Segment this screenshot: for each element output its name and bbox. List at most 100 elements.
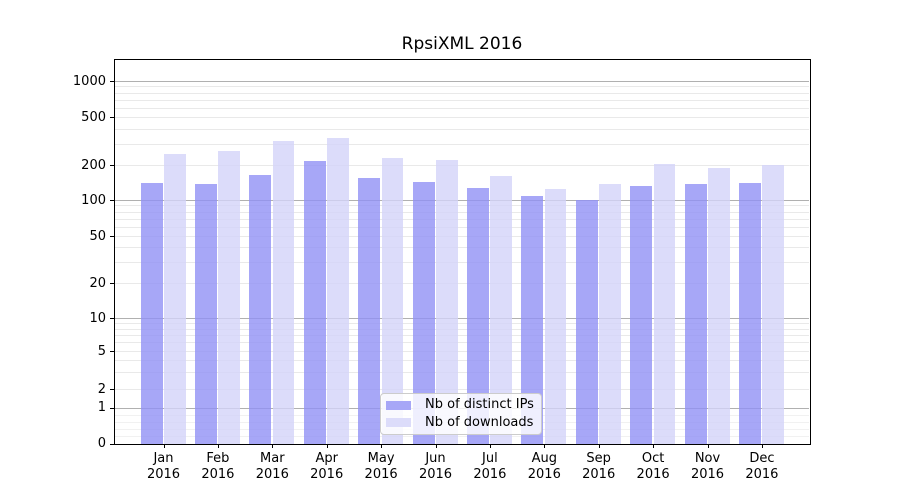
bar-distinct-ips-aug: [521, 196, 544, 444]
minor-gridline-90: [115, 205, 809, 207]
bar-downloads-aug: [544, 189, 567, 444]
y-tick-mark-200: [110, 165, 114, 166]
legend: Nb of distinct IPs Nb of downloads: [380, 393, 542, 435]
bar-downloads-feb: [218, 151, 240, 444]
x-tick-label-dec: Dec 2016: [745, 451, 779, 482]
x-tick-mark-dec: [761, 444, 763, 448]
y-tick-label-100: 100: [81, 192, 106, 208]
minor-gridline-2: [115, 389, 809, 390]
x-tick-mark-jun: [435, 444, 437, 448]
x-tick-label-jan: Jan 2016: [146, 451, 181, 482]
x-tick-label-may: May 2016: [364, 451, 398, 482]
x-tick-mark-mar: [272, 444, 274, 448]
y-tick-mark-50: [110, 236, 114, 237]
y-tick-label-50: 50: [89, 228, 106, 244]
x-tick-mark-oct: [653, 444, 655, 448]
y-tick-label-200: 200: [81, 157, 106, 173]
minor-gridline-70: [115, 218, 809, 220]
bar-distinct-ips-dec: [738, 182, 761, 444]
x-tick-mark-apr: [326, 444, 328, 448]
bar-downloads-jan: [164, 154, 186, 444]
bar-downloads-oct: [653, 164, 676, 444]
y-tick-label-1000: 1000: [72, 73, 106, 89]
minor-gridline-8: [115, 328, 809, 330]
minor-gridline-300: [115, 143, 809, 145]
minor-gridline-80: [115, 211, 809, 213]
bar-downloads-may: [381, 158, 404, 444]
y-tick-label-2: 2: [97, 381, 106, 397]
x-tick-label-aug: Aug 2016: [527, 451, 561, 482]
x-tick-label-mar: Mar 2016: [255, 451, 289, 482]
minor-gridline-30: [115, 262, 809, 264]
y-tick-mark-10: [110, 318, 114, 319]
y-tick-mark-1000: [110, 81, 114, 82]
x-tick-mark-aug: [544, 444, 546, 448]
major-gridline-100: [115, 200, 809, 201]
legend-item-downloads: Nb of downloads: [386, 415, 535, 431]
chart-title: RpsiXML 2016: [401, 34, 523, 54]
minor-gridline-50: [115, 236, 809, 237]
bar-downloads-mar: [272, 141, 295, 444]
minor-gridline-500: [115, 117, 809, 118]
legend-label-downloads: Nb of downloads: [425, 414, 534, 430]
legend-item-distinct-ips: Nb of distinct IPs: [386, 397, 535, 413]
x-tick-mark-sep: [598, 444, 600, 448]
bar-distinct-ips-jul: [466, 188, 489, 444]
bar-distinct-ips-jan: [140, 183, 163, 444]
minor-gridline-3: [115, 372, 809, 374]
y-tick-mark-5: [110, 351, 114, 352]
x-tick-mark-jan: [163, 444, 165, 448]
major-gridline-10: [115, 318, 809, 319]
bar-downloads-apr: [327, 137, 349, 444]
y-tick-mark-500: [110, 117, 114, 118]
minor-gridline-5: [115, 351, 809, 352]
minor-gridline-400: [115, 128, 809, 130]
bar-downloads-jul: [490, 175, 512, 444]
x-tick-label-jul: Jul 2016: [473, 451, 507, 482]
x-tick-label-feb: Feb 2016: [201, 451, 235, 482]
legend-label-distinct-ips: Nb of distinct IPs: [425, 397, 534, 413]
y-tick-label-0: 0: [97, 436, 106, 451]
x-tick-mark-feb: [217, 444, 219, 448]
minor-gridline-200: [115, 165, 809, 166]
x-tick-label-oct: Oct 2016: [636, 451, 670, 482]
y-tick-mark-2: [110, 389, 114, 390]
bar-downloads-dec: [762, 164, 784, 444]
x-tick-mark-nov: [707, 444, 709, 448]
minor-gridline-900: [115, 86, 809, 88]
bar-distinct-ips-mar: [249, 175, 272, 444]
bar-distinct-ips-oct: [630, 185, 653, 444]
x-tick-label-jun: Jun 2016: [418, 451, 453, 482]
bar-distinct-ips-apr: [303, 161, 326, 444]
major-gridline-1000: [115, 81, 809, 82]
legend-swatch-downloads: [386, 418, 411, 428]
x-tick-mark-jul: [489, 444, 491, 448]
minor-gridline-7: [115, 334, 809, 336]
minor-gridline-4: [115, 360, 809, 362]
x-tick-mark-may: [381, 444, 383, 448]
bar-distinct-ips-nov: [684, 183, 707, 444]
y-tick-label-10: 10: [89, 310, 106, 326]
minor-gridline-6: [115, 342, 809, 344]
minor-gridline-40: [115, 247, 809, 249]
minor-gridline-600: [115, 107, 809, 109]
x-tick-label-apr: Apr 2016: [310, 451, 344, 482]
y-tick-label-5: 5: [97, 343, 106, 359]
bar-distinct-ips-jun: [412, 181, 435, 444]
bar-distinct-ips-may: [358, 178, 381, 444]
x-tick-label-nov: Nov 2016: [690, 451, 725, 482]
minor-gridline-700: [115, 99, 809, 101]
y-tick-label-1: 1: [97, 400, 106, 415]
bar-downloads-nov: [708, 167, 730, 444]
minor-gridline-60: [115, 226, 809, 228]
x-tick-label-sep: Sep 2016: [582, 451, 616, 482]
y-tick-mark-100: [110, 200, 114, 201]
y-tick-mark-20: [110, 283, 114, 284]
bar-distinct-ips-feb: [194, 184, 217, 444]
y-tick-label-20: 20: [89, 275, 106, 291]
y-tick-mark-0: [110, 443, 114, 445]
y-tick-label-500: 500: [81, 109, 106, 125]
minor-gridline-9: [115, 323, 809, 325]
minor-gridline-20: [115, 283, 809, 284]
